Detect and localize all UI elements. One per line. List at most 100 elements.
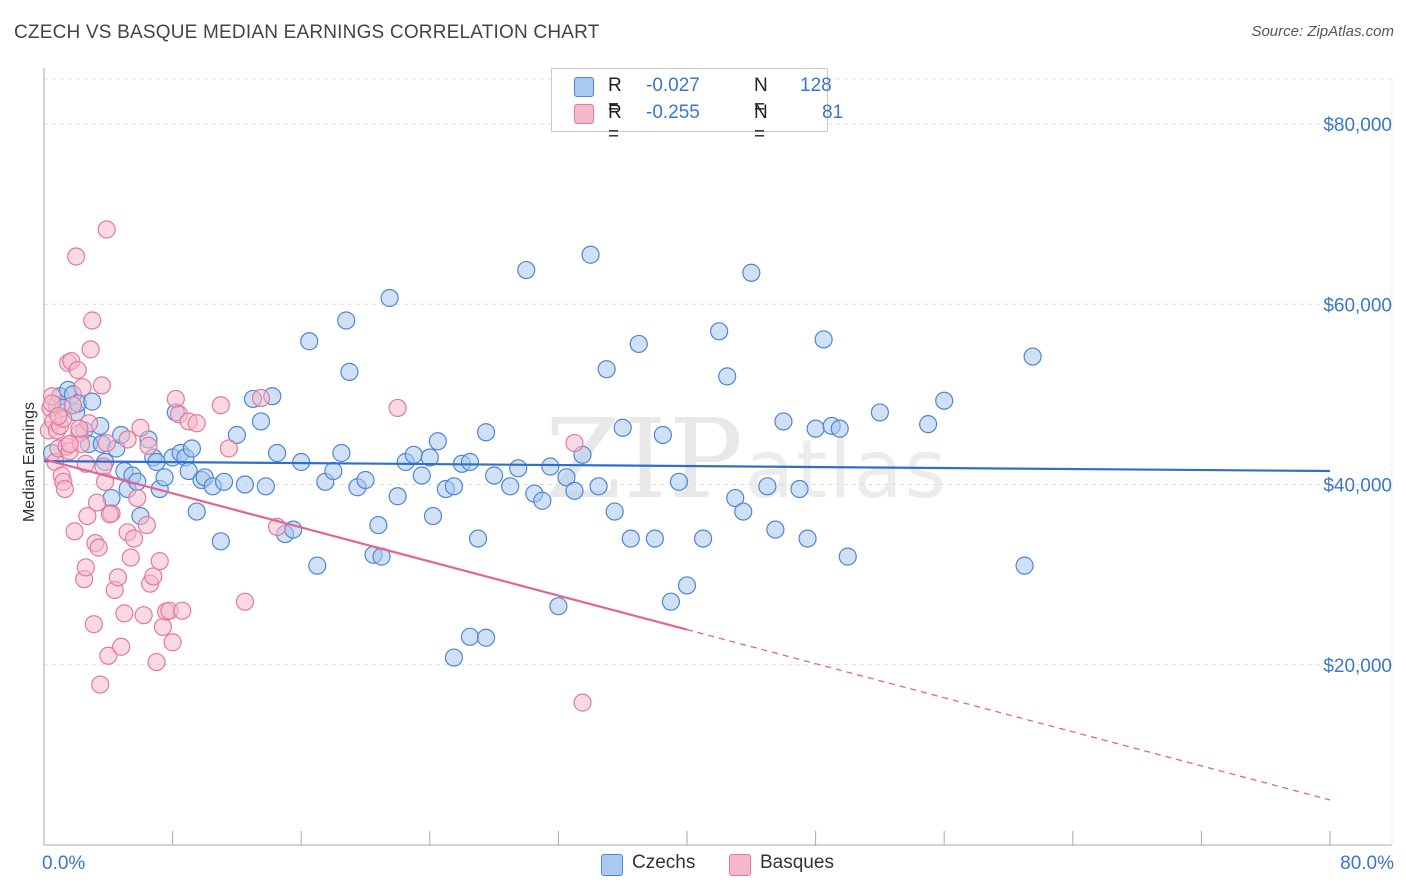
czech-point (605, 502, 624, 521)
czech-point (541, 457, 560, 476)
axis-labels: $20,000 $40,000 $60,000 $80,000 0.0% 80.0% Med… (21, 115, 1394, 874)
czech-point (214, 472, 234, 491)
watermark-atlas: atlas (744, 423, 949, 516)
legend-r-label: R = (608, 102, 622, 145)
czech-point (621, 529, 640, 548)
czech-point (830, 419, 849, 438)
czech-point (557, 468, 576, 487)
basque-point (55, 479, 74, 499)
basque-swatch (574, 104, 594, 124)
czech-point (661, 592, 681, 611)
czech-point (565, 481, 584, 500)
czech-point (428, 432, 447, 451)
czech-point (1023, 347, 1042, 366)
czech-point (814, 330, 833, 349)
basque-point (108, 568, 128, 587)
czech-point (340, 362, 359, 381)
basque-point (100, 505, 120, 524)
czech-point (308, 556, 327, 575)
legend-label-basques: Basques (760, 852, 834, 873)
legend-n-value: 81 (822, 102, 844, 123)
basque-point (211, 396, 230, 415)
chart-title: CZECH VS BASQUE MEDIAN EARNINGS CORRELAT… (14, 22, 600, 43)
czech-point (870, 403, 890, 422)
czech-point (468, 529, 488, 548)
czech-point (758, 477, 777, 496)
czech-points (42, 245, 1042, 667)
basque-point (153, 617, 173, 637)
czech-point (388, 487, 407, 506)
czech-point (742, 263, 761, 282)
x-tick-label-max: 80.0% (1340, 853, 1394, 874)
basque-point (173, 601, 192, 620)
basque-point (112, 637, 131, 656)
czech-point (369, 515, 388, 535)
czech-point (806, 419, 825, 438)
basque-point (144, 567, 163, 586)
y-axis-label: Median Earnings (21, 402, 38, 522)
czech-point (693, 529, 713, 548)
czech-point (734, 502, 753, 521)
basque-point (83, 311, 102, 330)
czech-point (509, 459, 528, 478)
czech-point (83, 392, 102, 411)
czech-point (444, 477, 464, 496)
basque-point (124, 529, 144, 548)
y-tick-label: $20,000 (1323, 656, 1392, 677)
basque-point (147, 652, 166, 672)
czech-point (774, 412, 793, 431)
legend-n-label: N = (754, 75, 768, 118)
czech-point (182, 439, 201, 458)
czech-point (485, 466, 504, 485)
legend-r-value: -0.255 (646, 102, 700, 123)
axes (43, 68, 1392, 846)
legend-r-value: -0.027 (646, 75, 700, 96)
basque-point (73, 378, 92, 397)
basque-swatch (729, 854, 751, 876)
czech-point (187, 502, 206, 521)
legend-n-label: N = (754, 102, 768, 145)
basque-point (235, 592, 255, 611)
basque-trend-line (43, 458, 688, 631)
basque-point (60, 434, 79, 454)
czech-point (423, 506, 443, 526)
czech-point (919, 415, 938, 434)
czech-point (332, 443, 351, 463)
czech-point (838, 547, 857, 566)
czech-point (726, 488, 745, 508)
czech-point (251, 412, 271, 431)
y-tick-label: $40,000 (1323, 476, 1392, 497)
czech-point (476, 628, 496, 647)
czech-point (337, 311, 356, 330)
czech-point (211, 532, 230, 551)
legend-label-czechs: Czechs (632, 852, 696, 873)
y-tick-label: $60,000 (1323, 295, 1392, 316)
legend-r-label: R = (608, 75, 622, 118)
basque-point (76, 454, 95, 473)
czech-point (790, 479, 809, 499)
basque-point (388, 398, 407, 418)
basque-point (78, 506, 97, 526)
czech-point (501, 477, 520, 496)
czech-point (267, 443, 287, 463)
basque-point (128, 488, 147, 508)
czech-point (476, 423, 496, 442)
czech-point (380, 288, 399, 308)
basque-point (115, 604, 134, 623)
basque-points (39, 220, 592, 712)
basque-point (97, 220, 116, 239)
basque-point (63, 396, 83, 415)
czech-point (589, 477, 608, 496)
czech-point (613, 418, 632, 437)
czech-point (645, 529, 664, 548)
czech-point (653, 425, 672, 445)
basque-point (121, 548, 140, 567)
basque-point (81, 340, 100, 359)
basque-point (139, 436, 158, 455)
czech-point (629, 334, 648, 354)
czech-point (935, 391, 954, 410)
trend-lines (43, 458, 1331, 801)
basque-point (134, 606, 153, 625)
basque-point (76, 558, 95, 577)
basque-point (150, 552, 169, 571)
